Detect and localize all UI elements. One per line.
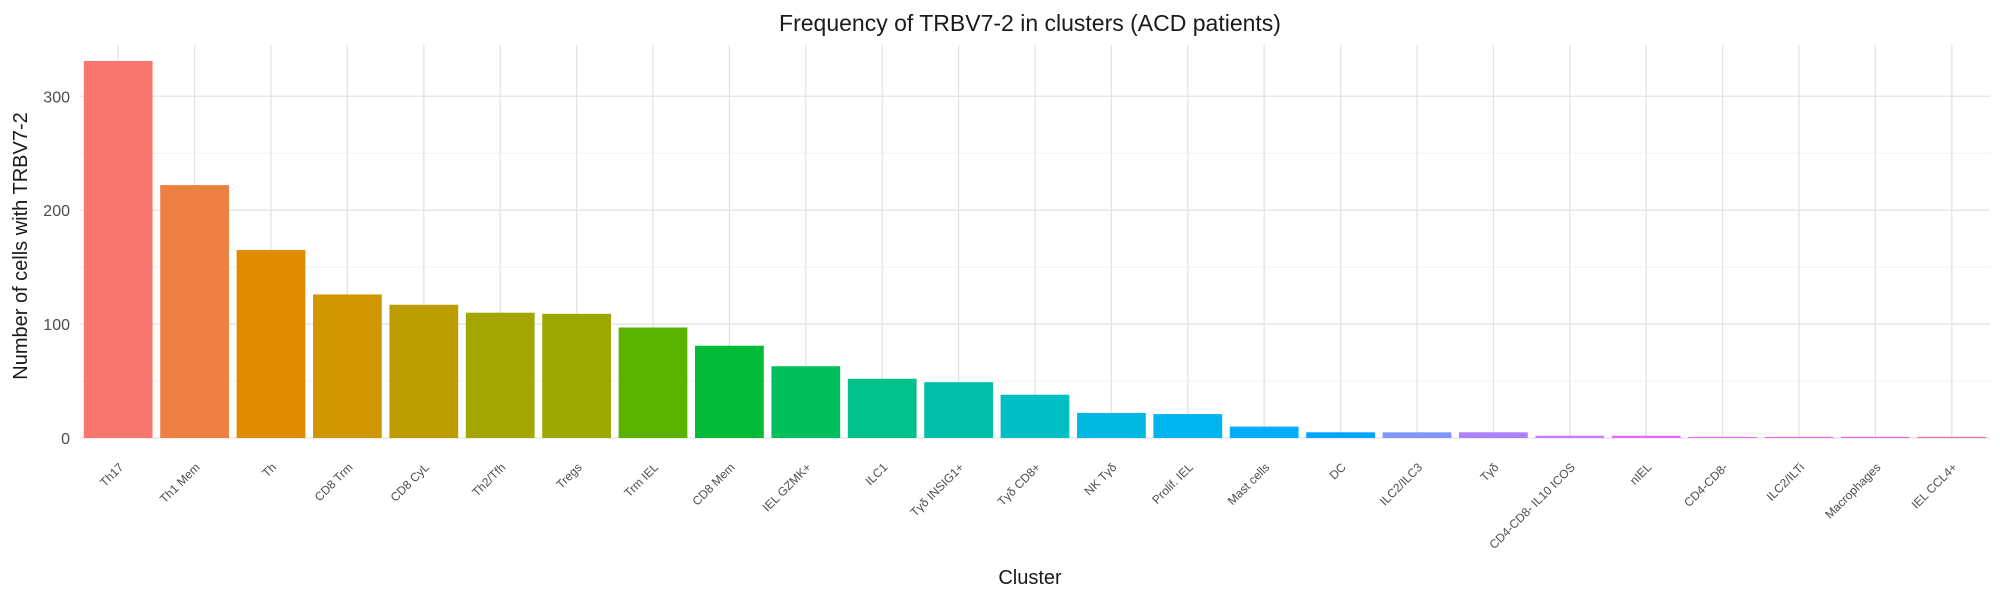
x-tick-label: DC — [1327, 460, 1349, 482]
x-tick-label: CD4-CD8- IL10 ICOS — [1486, 460, 1577, 551]
x-tick-label: Tγδ CD8+ — [995, 460, 1043, 508]
chart-title: Frequency of TRBV7-2 in clusters (ACD pa… — [779, 10, 1281, 36]
x-tick-label: CD4-CD8- — [1681, 460, 1731, 510]
x-tick-label: nIEL — [1627, 460, 1655, 488]
bar — [1229, 426, 1299, 438]
x-tick-label: CD8 Trm — [312, 460, 356, 504]
bar — [465, 312, 535, 438]
x-tick-label: Tregs — [553, 460, 584, 491]
bar — [542, 313, 611, 438]
bar — [1000, 394, 1070, 438]
bar — [1459, 432, 1528, 438]
x-tick-label: Th2/Tfh — [469, 460, 508, 499]
y-axis-label: Number of cells with TRBV7-2 — [10, 112, 32, 380]
bar — [1764, 436, 1834, 438]
bar — [618, 327, 688, 438]
x-tick-label: Trm IEL — [621, 460, 661, 500]
x-tick-label: Mast cells — [1225, 460, 1273, 508]
bar — [1077, 412, 1146, 438]
bar — [83, 60, 153, 438]
x-tick-label: Th1 Mem — [157, 460, 203, 506]
x-tick-label: IEL CCL4+ — [1909, 460, 1960, 511]
x-tick-label: Th — [259, 460, 279, 480]
x-tick-label: Th17 — [97, 460, 126, 489]
x-tick-label: CD8 Mem — [689, 460, 737, 508]
bar — [160, 185, 229, 438]
bar — [695, 345, 764, 438]
bar — [1153, 414, 1223, 438]
bar — [236, 250, 306, 438]
y-tick-label: 200 — [43, 203, 70, 220]
x-tick-label: Prolif. IEL — [1149, 460, 1196, 507]
bar — [1306, 432, 1375, 438]
bar — [1841, 436, 1910, 438]
bar — [389, 304, 459, 438]
y-tick-labels: 0 100 200 300 — [43, 89, 70, 448]
x-tick-label: Tγδ — [1477, 460, 1501, 484]
x-tick-label: Tγδ INSIG1+ — [908, 460, 967, 519]
y-tick-label: 300 — [43, 89, 70, 106]
x-tick-label: ILC2/ILTi — [1764, 460, 1807, 503]
x-tick-label: CD8 CyL — [388, 460, 433, 505]
x-tick-label: NK Tγδ — [1081, 460, 1119, 498]
bar — [1688, 436, 1757, 438]
x-tick-label: Macrophages — [1822, 460, 1883, 521]
bar — [1611, 435, 1681, 438]
bar — [771, 366, 841, 438]
y-tick-label: 100 — [43, 317, 70, 334]
bar — [1535, 435, 1605, 438]
bar — [313, 294, 382, 438]
x-tick-label: ILC1 — [862, 460, 890, 488]
bars — [83, 60, 1987, 438]
x-tick-label: ILC2/ILC3 — [1377, 460, 1425, 508]
bar — [1382, 432, 1452, 438]
x-tick-label: IEL GZMK+ — [760, 460, 814, 514]
x-tick-labels: Th17 Th1 Mem Th CD8 Trm CD8 CyL Th2/Tfh Tregs T… — [97, 460, 1960, 552]
bar — [847, 378, 917, 438]
bar — [924, 382, 993, 438]
bar — [1917, 436, 1987, 438]
x-axis-label: Cluster — [998, 567, 1062, 589]
y-tick-label: 0 — [61, 431, 70, 448]
